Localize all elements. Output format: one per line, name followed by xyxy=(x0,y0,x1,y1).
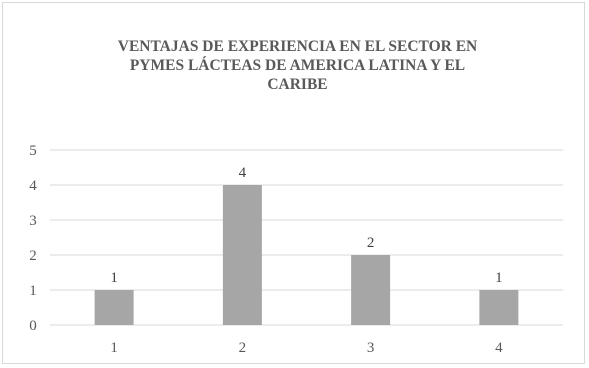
x-tick-label-4: 4 xyxy=(495,340,503,356)
chart-title-line-2: PYMES LÁCTEAS DE AMERICA LATINA Y EL xyxy=(129,57,466,74)
y-tick-label-3: 3 xyxy=(29,213,37,229)
chart-title-line-3: CARIBE xyxy=(267,76,328,93)
x-tick-label-3: 3 xyxy=(367,340,375,356)
chart-title: VENTAJAS DE EXPERIENCIA EN EL SECTOR EN … xyxy=(43,37,552,94)
data-label-1: 1 xyxy=(110,270,118,286)
y-tick-label-4: 4 xyxy=(29,178,37,194)
data-label-3: 2 xyxy=(367,235,375,251)
y-tick-label-0: 0 xyxy=(29,318,37,334)
chart-title-line-1: VENTAJAS DE EXPERIENCIA EN EL SECTOR EN xyxy=(117,38,478,55)
data-label-4: 1 xyxy=(495,270,503,286)
bar-1 xyxy=(94,290,134,325)
bar-3 xyxy=(351,255,391,325)
bar-2 xyxy=(222,185,262,325)
x-tick-label-2: 2 xyxy=(239,340,247,356)
data-label-2: 4 xyxy=(239,165,247,181)
bar-4 xyxy=(479,290,519,325)
x-tick-label-1: 1 xyxy=(110,340,118,356)
y-tick-label-5: 5 xyxy=(29,143,37,159)
y-tick-label-1: 1 xyxy=(29,283,37,299)
y-tick-label-2: 2 xyxy=(29,248,37,264)
